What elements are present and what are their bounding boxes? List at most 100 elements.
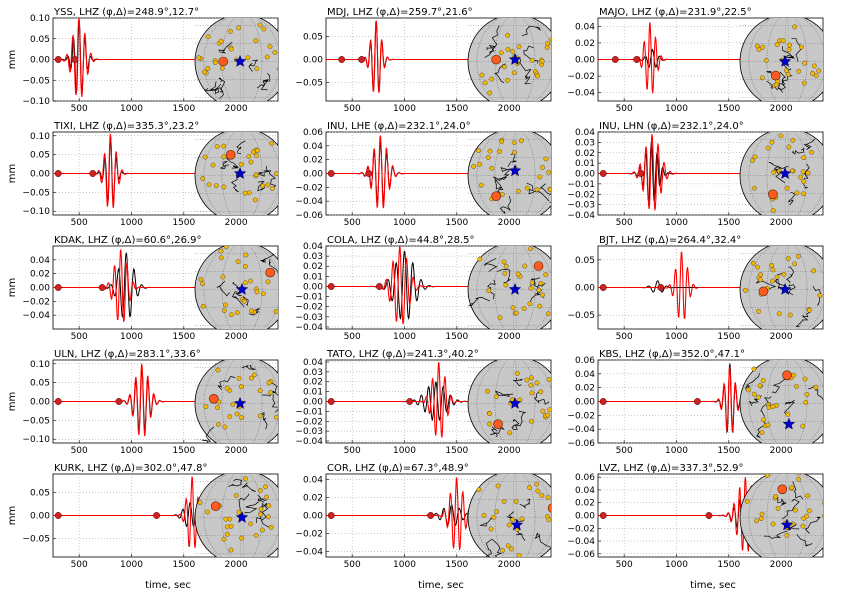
y-tick-label: 0.00 (303, 282, 323, 292)
network-station-dot (516, 44, 522, 50)
network-station-dot (497, 315, 503, 321)
phase-pick-marker (599, 398, 607, 405)
x-tick-label: 1500 (717, 218, 740, 228)
network-station-dot (534, 187, 540, 192)
y-tick-label: 0.10 (30, 132, 50, 142)
network-station-dot (813, 73, 819, 79)
phase-pick-marker (71, 56, 79, 63)
network-station-dot (242, 280, 248, 286)
globe-map (467, 132, 551, 215)
network-station-dot (476, 148, 481, 153)
network-station-dot (264, 494, 269, 500)
network-station-dot (811, 63, 817, 69)
x-tick-label: 1000 (120, 560, 143, 570)
station-marker (533, 261, 544, 271)
station-marker (493, 419, 503, 429)
coastline (226, 155, 239, 169)
y-tick-label: 0.03 (575, 138, 595, 148)
coastline (483, 258, 498, 272)
network-station-dot (512, 149, 517, 155)
network-station-dot (763, 58, 769, 63)
event-star-marker (508, 164, 522, 177)
coastline (257, 494, 267, 502)
network-station-dot (811, 268, 817, 274)
event-star-marker (508, 52, 522, 66)
network-station-dot (501, 499, 507, 504)
event-star-marker (235, 282, 249, 295)
network-station-dot (257, 22, 263, 28)
y-tick-label: −0.04 (295, 548, 323, 558)
coastline (775, 496, 787, 506)
panel-9: 500 1000 1500 2000 0.10 0.05 0.00 −0.05 −0.10 mm U… (7, 349, 279, 456)
network-station-dot (771, 169, 776, 175)
network-station-dot (481, 513, 487, 518)
y-tick-label: −0.01 (295, 293, 323, 303)
network-station-dot (200, 281, 205, 287)
network-station-dot (539, 493, 545, 498)
network-station-dot (751, 260, 756, 266)
network-station-dot (784, 68, 789, 73)
network-station-dot (266, 503, 272, 509)
panel-title: MAJO, LHZ (φ,Δ)=231.9°,22.5° (599, 7, 752, 18)
y-tick-label: −0.02 (295, 530, 323, 540)
series-synthetic (598, 477, 771, 552)
station-marker (777, 484, 788, 495)
coastline (783, 399, 795, 416)
network-station-dot (502, 271, 508, 276)
phase-pick-marker (599, 284, 607, 291)
network-station-dot (251, 372, 257, 378)
network-station-dot (202, 154, 208, 160)
network-station-dot (758, 277, 763, 283)
coastline (257, 165, 270, 177)
coastline (792, 147, 805, 155)
coastline (786, 266, 795, 284)
event-star-marker (778, 166, 792, 180)
x-tick-label: 500 (71, 218, 88, 228)
coastline (494, 390, 513, 397)
panel-14: 500 1000 1500 2000 0.06 0.04 0.02 0.00 −0.02 −0.0… (567, 463, 824, 570)
y-tick-label: 0.10 (30, 14, 50, 24)
coastline (493, 176, 502, 193)
coastline (271, 393, 278, 413)
globe-map (194, 246, 278, 329)
network-station-dot (786, 47, 792, 52)
network-station-dot (769, 278, 775, 284)
network-station-dot (813, 384, 819, 390)
network-station-dot (477, 256, 483, 262)
network-station-dot (543, 156, 549, 162)
station-marker (265, 267, 276, 278)
network-station-dot (269, 186, 275, 191)
network-station-dot (513, 499, 519, 504)
y-tick-label: −0.01 (567, 180, 595, 190)
network-station-dot (528, 246, 533, 252)
station-marker (758, 286, 769, 297)
panel-6: 500 1000 1500 2000 0.04 0.02 0.00 −0.02 −0.04 mm K… (7, 235, 279, 342)
graticule-meridian (239, 18, 245, 101)
event-star-marker (778, 282, 792, 295)
network-station-dot (261, 26, 267, 32)
panel-title: TIXI, LHZ (φ,Δ)=335.3°,23.2° (53, 121, 199, 132)
network-station-dot (219, 65, 225, 71)
graticule-meridian (784, 18, 790, 101)
network-station-dot (221, 184, 227, 190)
station-marker (209, 393, 219, 404)
coastline (260, 73, 271, 91)
network-station-dot (494, 509, 499, 515)
network-station-dot (280, 62, 284, 66)
globe-map (194, 474, 278, 557)
graticule-meridian (221, 360, 263, 443)
graticule-meridian (221, 474, 263, 557)
y-tick-label: 0.06 (575, 356, 595, 366)
network-station-dot (800, 169, 806, 175)
network-station-dot (546, 377, 551, 382)
phase-pick-marker (375, 283, 383, 290)
network-station-dot (220, 274, 226, 280)
y-tick-label: −0.02 (567, 524, 595, 534)
network-station-dot (248, 375, 254, 381)
coastline (749, 395, 762, 407)
network-station-dot (801, 80, 807, 86)
y-tick-label: 0.01 (303, 388, 323, 398)
xlabel-col3: time, sec (690, 580, 736, 591)
y-tick-label: −0.01 (295, 407, 323, 417)
coastline (248, 59, 259, 72)
